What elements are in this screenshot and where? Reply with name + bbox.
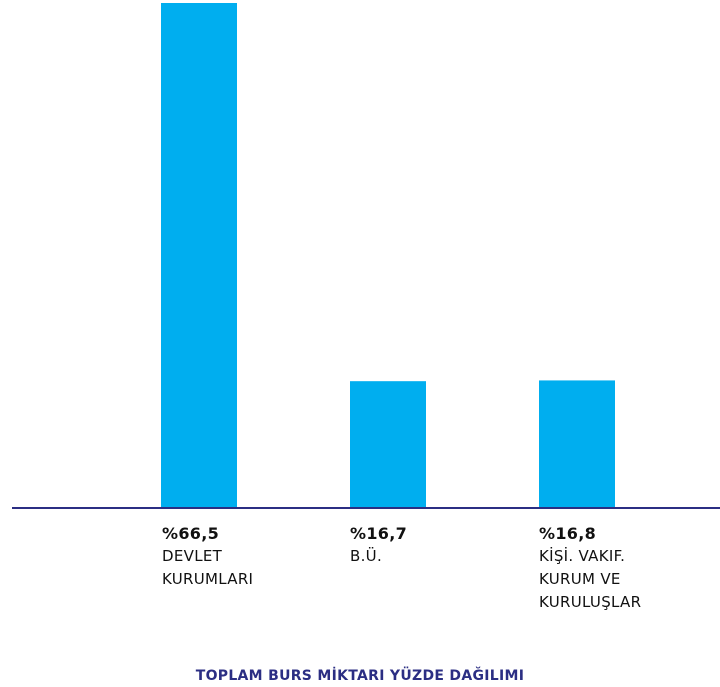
chart-title: TOPLAM BURS MİKTARI YÜZDE DAĞILIMI: [195, 668, 525, 684]
category-label-devlet-kurumlari: %66,5 DEVLET KURUMLARI: [162, 522, 332, 591]
category-label-line: DEVLET: [162, 547, 223, 565]
category-label-line: KURUM VE: [539, 570, 621, 588]
bar-1: [161, 3, 237, 508]
category-label-line: B.Ü.: [350, 547, 383, 565]
category-label-bu: %16,7 B.Ü.: [350, 522, 520, 568]
category-label-line: KURUMLARI: [162, 570, 254, 588]
data-label: %16,8: [539, 524, 597, 543]
bar-chart: [12, 3, 720, 509]
category-label-kisi-vakif: %16,8 KİŞİ. VAKIF. KURUM VE KURULUŞLAR: [539, 522, 709, 614]
bar-3: [539, 380, 615, 508]
data-label: %66,5: [162, 524, 220, 543]
data-label: %16,7: [350, 524, 408, 543]
category-label-line: KURULUŞLAR: [539, 593, 642, 611]
category-label-line: KİŞİ. VAKIF.: [539, 547, 626, 565]
bar-2: [350, 381, 426, 508]
bars-group: [161, 3, 615, 508]
